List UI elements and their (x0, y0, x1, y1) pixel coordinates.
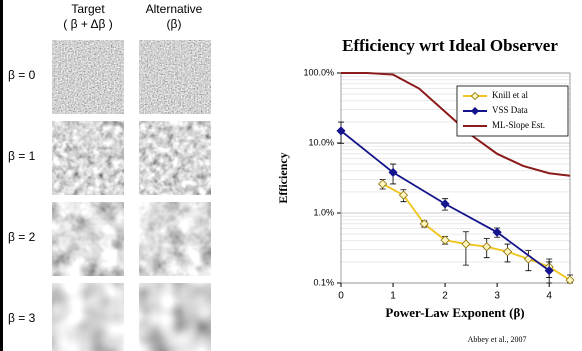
noise-image (52, 40, 124, 114)
row-label: β = 2 (8, 230, 36, 244)
page: {"panel": {"col_titles": ["Target", "Alt… (0, 0, 582, 351)
noise-image (139, 283, 211, 351)
noise-image (52, 121, 124, 195)
legend-label: Knill et al (492, 90, 528, 100)
stimulus-panel: Target ( β + Δβ ) Alternative (β) β = 0 β… (0, 0, 211, 351)
y-tick-label: 0.1% (313, 277, 334, 287)
x-axis-label: Power-Law Exponent (β) (385, 305, 524, 320)
col-subtitle: (β) (167, 17, 182, 31)
data-point (504, 248, 512, 256)
noise-image (139, 121, 211, 195)
y-tick-label: 10.0% (308, 137, 334, 147)
x-tick-label: 1 (390, 291, 396, 302)
x-tick-label: 0 (338, 291, 344, 302)
screen: Target ( β + Δβ ) Alternative (β) β = 0 β… (0, 0, 582, 351)
noise-image (139, 40, 211, 114)
row-label: β = 3 (8, 311, 36, 325)
y-tick-label: 100.0% (303, 67, 334, 77)
x-tick-label: 2 (442, 291, 448, 302)
legend-label: VSS Data (492, 105, 528, 115)
chart-title: Efficiency wrt Ideal Observer (342, 36, 558, 55)
data-point (441, 200, 449, 208)
col-title: Alternative (146, 2, 203, 16)
x-tick-label: 3 (494, 291, 500, 302)
citation: Abbey et al., 2007 (468, 335, 527, 344)
col-title: Target (71, 2, 105, 16)
y-tick-label: 1.0% (313, 207, 334, 217)
data-point (462, 240, 470, 248)
border (0, 0, 3, 351)
legend-label: ML-Slope Est. (492, 120, 545, 130)
noise-image (52, 202, 124, 276)
row-label: β = 0 (8, 68, 36, 82)
noise-image (52, 283, 124, 351)
row-label: β = 1 (8, 149, 36, 163)
noise-image (139, 202, 211, 276)
data-point (379, 180, 387, 188)
x-tick-label: 4 (546, 291, 552, 302)
y-axis-label: Efficiency (276, 152, 290, 203)
col-subtitle: ( β + Δβ ) (63, 17, 113, 31)
